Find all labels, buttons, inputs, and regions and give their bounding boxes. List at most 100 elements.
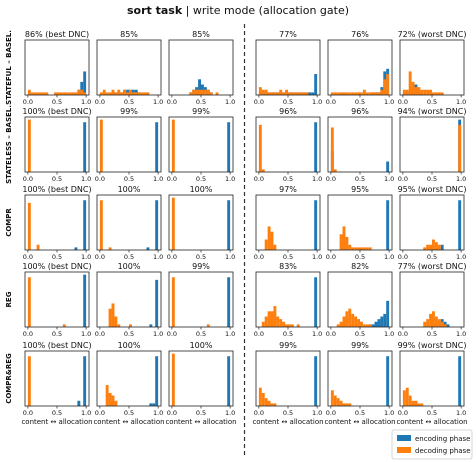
x-tick-label: 0.5 bbox=[355, 98, 365, 106]
x-tick-label: 0.5 bbox=[427, 409, 437, 417]
decoding-bar bbox=[362, 89, 366, 95]
figure-title: sort task | write mode (allocation gate) bbox=[127, 4, 349, 17]
panel-title: 85% bbox=[120, 30, 138, 39]
panel-frame bbox=[327, 116, 393, 173]
x-tick-label: 0.5 bbox=[196, 175, 206, 183]
decoding-bar bbox=[99, 200, 103, 250]
x-tick-label: 1.0 bbox=[153, 175, 163, 183]
row-label: REG bbox=[5, 291, 13, 307]
encoding-bar bbox=[77, 400, 81, 406]
legend-label-decoding: decoding phase bbox=[415, 447, 471, 455]
encoding-bar bbox=[155, 122, 159, 172]
decoding-bar bbox=[348, 308, 352, 327]
panel-frame bbox=[96, 39, 162, 96]
decoding-bar bbox=[270, 231, 274, 250]
decoding-bar bbox=[348, 403, 352, 406]
x-tick-label: 1.0 bbox=[384, 409, 394, 417]
decoding-bar bbox=[434, 242, 438, 250]
decoding-bar bbox=[120, 92, 124, 95]
decoding-bar bbox=[282, 92, 286, 95]
encoding-bar bbox=[314, 356, 318, 406]
panel-frame bbox=[96, 116, 162, 173]
decoding-bar bbox=[137, 92, 141, 95]
panel-title: 76% bbox=[351, 30, 369, 39]
encoding-bar bbox=[314, 200, 318, 250]
decoding-bar bbox=[102, 89, 106, 95]
x-tick-label: 0.5 bbox=[124, 409, 134, 417]
x-tick-label: 1.0 bbox=[81, 409, 91, 417]
decoding-bar bbox=[267, 226, 271, 250]
x-tick-label: 0.0 bbox=[23, 409, 33, 417]
x-tick-label: 1.0 bbox=[81, 98, 91, 106]
decoding-bar bbox=[383, 79, 387, 95]
decoding-bar bbox=[371, 92, 375, 95]
histogram-panel: 97% 0.0 0.5 1.0 bbox=[254, 185, 323, 261]
decoding-bar bbox=[27, 202, 31, 250]
decoding-bar bbox=[83, 92, 87, 95]
histogram-panel: 83% 0.0 0.5 1.0 bbox=[254, 262, 323, 338]
decoding-bar bbox=[432, 92, 435, 95]
decoding-bar bbox=[377, 92, 381, 95]
x-tick-label: 0.0 bbox=[23, 175, 33, 183]
encoding-bar bbox=[155, 279, 159, 327]
decoding-bar bbox=[408, 71, 412, 95]
encoding-bar bbox=[380, 316, 384, 327]
x-tick-label: 0.0 bbox=[326, 330, 336, 338]
x-tick-label: 0.0 bbox=[398, 175, 408, 183]
decoding-bar bbox=[305, 92, 309, 95]
encoding-bar bbox=[83, 356, 87, 406]
decoding-bar bbox=[354, 92, 358, 95]
x-tick-label: 1.0 bbox=[384, 253, 394, 261]
decoding-bar bbox=[330, 390, 334, 406]
decoding-bar bbox=[117, 324, 121, 327]
encoding-bar bbox=[83, 71, 87, 95]
panel-title: 100% (best DNC) bbox=[22, 341, 91, 350]
x-axis-label: content ↔ allocation bbox=[252, 418, 323, 426]
decoding-bar bbox=[368, 92, 372, 95]
x-axis-label: content ↔ allocation bbox=[165, 418, 236, 426]
decoding-bar bbox=[360, 92, 363, 95]
panel-title: 100% bbox=[118, 262, 141, 271]
panel-title: 97% bbox=[279, 185, 297, 194]
decoding-bar bbox=[339, 234, 343, 250]
decoding-bar bbox=[171, 353, 175, 406]
encoding-bar bbox=[152, 403, 156, 406]
encoding-bar bbox=[227, 277, 231, 327]
decoding-bar bbox=[426, 89, 430, 95]
encoding-bar bbox=[149, 403, 153, 406]
x-tick-label: 0.5 bbox=[283, 330, 293, 338]
decoding-bar bbox=[429, 313, 432, 327]
x-tick-label: 0.0 bbox=[254, 253, 264, 261]
panel-frame bbox=[24, 194, 90, 251]
x-tick-label: 1.0 bbox=[81, 175, 91, 183]
decoding-bar bbox=[129, 324, 132, 327]
decoding-bar bbox=[270, 403, 274, 406]
decoding-bar bbox=[402, 390, 406, 406]
panel-title: 100% (best DNC) bbox=[22, 107, 91, 116]
decoding-bar bbox=[339, 92, 343, 95]
x-tick-label: 1.0 bbox=[81, 330, 91, 338]
panel-title: 100% bbox=[118, 341, 141, 350]
x-tick-label: 0.5 bbox=[52, 330, 62, 338]
decoding-bar bbox=[437, 319, 441, 327]
panel-frame bbox=[24, 116, 90, 173]
decoding-bar bbox=[434, 92, 438, 95]
x-tick-label: 0.5 bbox=[283, 175, 293, 183]
panel-frame bbox=[255, 116, 321, 173]
decoding-bar bbox=[362, 324, 366, 327]
decoding-bar bbox=[365, 324, 369, 327]
panel-title: 77% (worst DNC) bbox=[398, 262, 467, 271]
decoding-bar bbox=[437, 244, 441, 250]
decoding-bar bbox=[123, 89, 127, 95]
row-label: STATELESS – BASEL. bbox=[5, 105, 13, 184]
x-tick-label: 0.0 bbox=[254, 330, 264, 338]
x-tick-label: 0.0 bbox=[326, 175, 336, 183]
decoding-bar bbox=[342, 226, 346, 250]
x-tick-label: 0.5 bbox=[52, 98, 62, 106]
encoding-bar bbox=[458, 356, 462, 406]
decoding-bar bbox=[27, 119, 31, 172]
decoding-bar bbox=[105, 385, 109, 406]
